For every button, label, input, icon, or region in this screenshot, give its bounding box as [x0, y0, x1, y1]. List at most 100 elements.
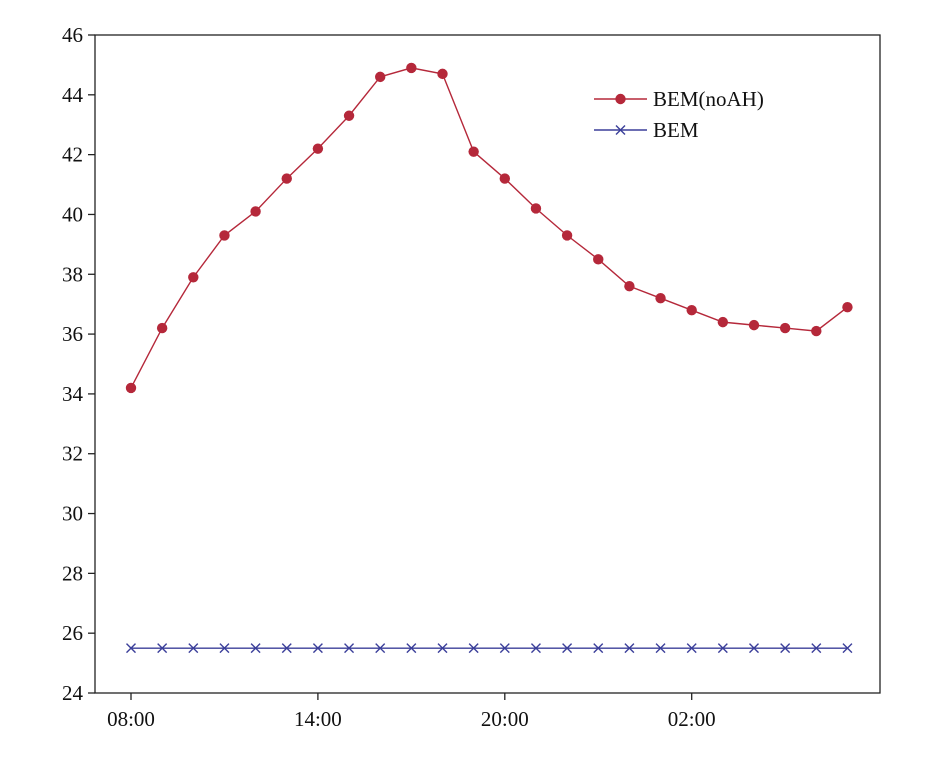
y-tick-label: 24: [62, 681, 84, 705]
data-point: [655, 643, 666, 654]
series-line-0: [130, 67, 848, 389]
data-point-stroke: [188, 643, 199, 654]
data-point: [561, 230, 573, 241]
data-point: [717, 316, 729, 328]
data-point: [468, 146, 479, 157]
data-point-stroke: [749, 643, 759, 654]
legend-label: BEM(noAH): [653, 87, 764, 111]
data-point-stroke: [811, 643, 822, 654]
data-point-stroke: [593, 643, 604, 654]
data-point: [842, 301, 853, 313]
data-point-stroke: [842, 643, 853, 654]
series-layer: [125, 62, 853, 654]
data-point: [530, 203, 542, 214]
y-tick-label: 32: [62, 442, 83, 466]
data-point: [219, 230, 230, 241]
x-tick-label: 14:00: [294, 707, 342, 731]
data-point: [406, 62, 417, 74]
data-point: [468, 643, 479, 654]
y-tick-label: 30: [62, 502, 83, 526]
data-point: [624, 281, 635, 292]
legend-marker: [615, 125, 626, 135]
x-tick-label: 20:00: [481, 707, 529, 731]
legend-label: BEM: [653, 118, 699, 142]
data-point-stroke: [468, 643, 479, 654]
data-point: [375, 71, 386, 83]
data-point: [344, 643, 355, 654]
data-point: [375, 643, 386, 654]
data-point: [499, 643, 510, 654]
data-point-stroke: [281, 643, 292, 654]
plot-frame: [94, 34, 881, 694]
data-point-stroke: [530, 643, 541, 654]
data-point: [780, 643, 791, 654]
data-point: [811, 325, 822, 337]
data-point: [250, 206, 261, 217]
data-point: [156, 322, 168, 334]
y-tick-label: 40: [62, 202, 83, 226]
data-point: [593, 643, 604, 654]
data-point-stroke: [499, 643, 510, 654]
y-tick-label: 46: [62, 23, 83, 47]
data-point: [219, 643, 230, 654]
data-point-stroke: [219, 643, 230, 654]
data-point-stroke: [406, 643, 417, 654]
data-point: [749, 643, 759, 654]
data-point: [281, 173, 292, 184]
data-point: [157, 643, 168, 654]
y-tick-label: 36: [62, 322, 83, 346]
data-point: [655, 293, 666, 304]
data-point: [281, 643, 292, 654]
data-point: [811, 643, 822, 654]
data-point: [312, 643, 323, 654]
data-point: [188, 643, 199, 654]
data-point-stroke: [655, 643, 666, 654]
data-point-stroke: [562, 643, 573, 654]
data-point-stroke: [437, 643, 448, 654]
legend-marker: [615, 93, 626, 105]
data-point: [188, 272, 199, 283]
data-point: [686, 304, 697, 316]
data-point-stroke: [624, 643, 635, 654]
data-point: [717, 643, 728, 654]
legend-item: BEM(noAH): [594, 87, 764, 111]
data-point: [499, 173, 510, 184]
data-point-stroke: [686, 643, 697, 654]
data-point: [686, 643, 697, 654]
data-point: [842, 643, 853, 654]
data-point: [748, 319, 760, 331]
y-tick-label: 42: [62, 143, 83, 167]
data-point: [624, 643, 635, 654]
data-point: [343, 110, 355, 121]
data-point-stroke: [375, 643, 386, 654]
legend-item: BEM: [594, 118, 699, 142]
data-point-stroke: [312, 643, 323, 654]
x-tick-label: 02:00: [668, 707, 716, 731]
data-point: [779, 322, 791, 334]
data-point: [312, 143, 324, 154]
data-point: [125, 382, 137, 394]
y-axis: 24 26 28 30 32 34 36 38 40 42 44 46: [62, 23, 95, 705]
data-point: [250, 643, 261, 654]
data-point-stroke: [250, 643, 261, 654]
y-tick-label: 34: [62, 382, 84, 406]
data-point-stroke: [126, 643, 136, 654]
data-point-stroke: [780, 643, 791, 654]
y-tick-label: 44: [62, 83, 84, 107]
data-point: [530, 643, 541, 654]
data-point: [406, 643, 417, 654]
legend: BEM(noAH) BEM: [594, 87, 764, 142]
data-point-stroke: [344, 643, 355, 654]
data-point: [437, 68, 448, 80]
data-point: [562, 643, 573, 654]
data-point: [126, 643, 136, 654]
data-point-stroke: [157, 643, 168, 654]
y-tick-label: 26: [62, 621, 83, 645]
data-point: [437, 643, 448, 654]
y-tick-label: 28: [62, 561, 83, 585]
data-point-stroke: [717, 643, 728, 654]
y-tick-label: 38: [62, 262, 83, 286]
x-tick-label: 08:00: [107, 707, 155, 731]
